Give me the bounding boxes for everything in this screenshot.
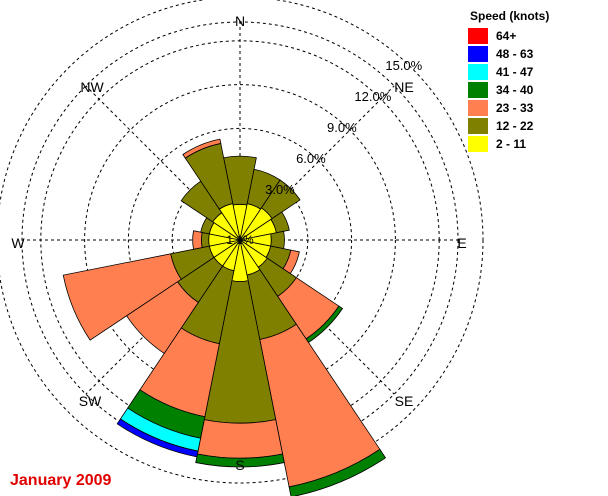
- ring-labels: 3.0% 6.0% 9.0% 12.0% 15.0%: [265, 58, 423, 197]
- sector-band: [288, 448, 387, 496]
- legend-swatch: [468, 118, 488, 134]
- wind-sectors: [62, 138, 387, 496]
- calm-label: 1.1%: [226, 233, 254, 247]
- direction-label-se: SE: [395, 393, 414, 409]
- legend-swatch: [468, 28, 488, 44]
- sector-band: [62, 253, 182, 341]
- direction-label-w: W: [11, 235, 25, 251]
- sector-band: [201, 231, 210, 249]
- ring-label: 6.0%: [296, 151, 326, 166]
- legend-entry-label: 64+: [496, 29, 516, 43]
- legend: Speed (knots) 64+ 48 - 63 41 - 47 34 - 40 23…: [468, 9, 549, 152]
- legend-entry-label: 41 - 47: [496, 65, 534, 79]
- legend-entry-label: 2 - 11: [496, 137, 526, 151]
- direction-labels: N NE E SE S SW W NW: [11, 13, 466, 473]
- sector-band: [196, 419, 284, 459]
- legend-swatch: [468, 82, 488, 98]
- direction-label-e: E: [457, 235, 466, 251]
- direction-label-s: S: [235, 457, 244, 473]
- sector-band: [182, 138, 222, 159]
- sector-band: [192, 230, 203, 250]
- ring-label: 12.0%: [354, 89, 391, 104]
- sector-band: [260, 179, 301, 220]
- ring-label: 15.0%: [385, 58, 422, 73]
- direction-label-n: N: [235, 13, 245, 29]
- direction-label-nw: NW: [80, 79, 104, 95]
- direction-label-ne: NE: [394, 79, 413, 95]
- sector-band: [116, 418, 199, 458]
- calm-circle-group: 1.1%: [226, 233, 254, 247]
- legend-swatch: [468, 46, 488, 62]
- legend-swatch: [468, 64, 488, 80]
- legend-entry-label: 23 - 33: [496, 101, 534, 115]
- sector-band: [270, 230, 285, 250]
- legend-entry-label: 34 - 40: [496, 83, 534, 97]
- chart-caption: January 2009: [10, 472, 112, 489]
- ring-label: 9.0%: [327, 120, 357, 135]
- legend-title: Speed (knots): [470, 9, 549, 23]
- legend-swatch: [468, 136, 488, 152]
- direction-label-sw: SW: [79, 393, 102, 409]
- sector-band: [195, 453, 285, 468]
- legend-swatch: [468, 100, 488, 116]
- grid-ring: [84, 84, 396, 396]
- ring-label: 3.0%: [265, 182, 295, 197]
- grid-ring: [0, 0, 484, 484]
- legend-entry-label: 48 - 63: [496, 47, 534, 61]
- legend-entry-label: 12 - 22: [496, 119, 534, 133]
